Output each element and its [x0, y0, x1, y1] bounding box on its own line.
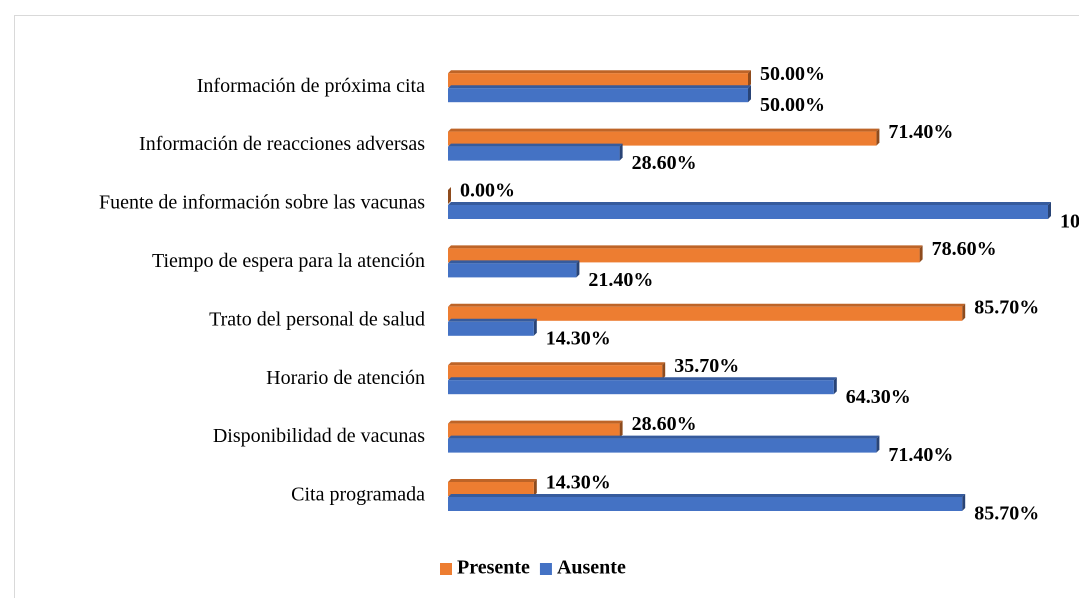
bar-depth-top — [448, 245, 923, 249]
bar-depth-top — [448, 377, 837, 381]
bar-depth-side — [1048, 202, 1051, 219]
bar-depth-side — [619, 420, 623, 438]
bar-depth-side — [962, 494, 966, 511]
bar — [448, 497, 963, 511]
bar-depth-top — [448, 70, 751, 74]
value-label: 21.40% — [588, 269, 653, 291]
bar-depth-side — [919, 245, 923, 263]
value-label: 50.00% — [760, 63, 825, 85]
bar-depth-top — [448, 85, 751, 89]
value-label: 85.70% — [974, 503, 1039, 525]
bar — [448, 205, 1048, 219]
value-label: 71.40% — [888, 121, 953, 143]
bar-depth-side — [876, 128, 880, 146]
bar-depth-top — [448, 202, 1051, 205]
bar-depth-side — [533, 479, 537, 496]
bar-depth-top — [448, 362, 666, 366]
bar-depth-top — [448, 494, 966, 497]
category-label: Cita programada — [291, 484, 425, 506]
value-label: 50.00% — [760, 94, 825, 116]
bar — [448, 380, 834, 395]
legend-swatch — [440, 563, 452, 575]
bar-depth-top — [448, 303, 966, 307]
bar-depth-top — [448, 260, 580, 264]
category-label: Fuente de información sobre las vacunas — [99, 192, 425, 214]
bar — [448, 248, 920, 263]
value-label: 28.60% — [632, 152, 697, 174]
bar — [448, 321, 534, 336]
bar — [448, 73, 748, 88]
value-label: 35.70% — [674, 355, 739, 377]
value-label: 100.00% — [1060, 211, 1079, 233]
value-label: 71.40% — [888, 444, 953, 466]
bar-depth-side — [576, 260, 580, 278]
bar — [448, 131, 877, 146]
category-label: Tiempo de espera para la atención — [152, 250, 425, 272]
bar-depth-top — [448, 128, 880, 132]
value-label: 78.60% — [932, 238, 997, 260]
bar-depth-side — [833, 377, 837, 395]
bar-depth-side — [448, 187, 451, 204]
chart-frame — [14, 15, 1079, 598]
bar — [448, 146, 620, 161]
category-label: Horario de atención — [266, 367, 425, 389]
category-label: Información de próxima cita — [197, 75, 425, 97]
bar-depth-top — [448, 318, 537, 322]
value-label: 14.30% — [546, 327, 611, 349]
bar-depth-top — [448, 143, 623, 147]
bar-depth-side — [748, 70, 751, 88]
bar-depth-side — [619, 143, 623, 161]
bar-depth-side — [962, 303, 966, 321]
value-label: 64.30% — [846, 386, 911, 408]
category-label: Trato del personal de salud — [209, 308, 425, 330]
bar-depth-side — [748, 85, 751, 103]
bar-depth-top — [448, 420, 623, 424]
category-label: Información de reacciones adversas — [139, 133, 425, 155]
bar — [448, 438, 877, 453]
bar — [448, 482, 534, 496]
bar-depth-top — [448, 479, 537, 482]
category-label: Disponibilidad de vacunas — [213, 425, 425, 447]
bar — [448, 306, 963, 321]
bar-depth-side — [533, 318, 537, 336]
value-label: 28.60% — [632, 413, 697, 435]
legend-swatch — [539, 563, 552, 575]
bar-depth-side — [876, 435, 880, 453]
value-label: 14.30% — [546, 472, 611, 494]
legend-label: Ausente — [557, 557, 626, 579]
bar — [448, 365, 663, 380]
bar-depth-side — [662, 362, 666, 380]
legend-label: Presente — [457, 557, 530, 579]
bar-depth-top — [448, 435, 880, 439]
bar — [448, 263, 577, 278]
value-label: 85.70% — [974, 296, 1039, 318]
bar — [448, 88, 748, 103]
value-label: 0.00% — [460, 180, 515, 202]
bar — [448, 423, 620, 438]
